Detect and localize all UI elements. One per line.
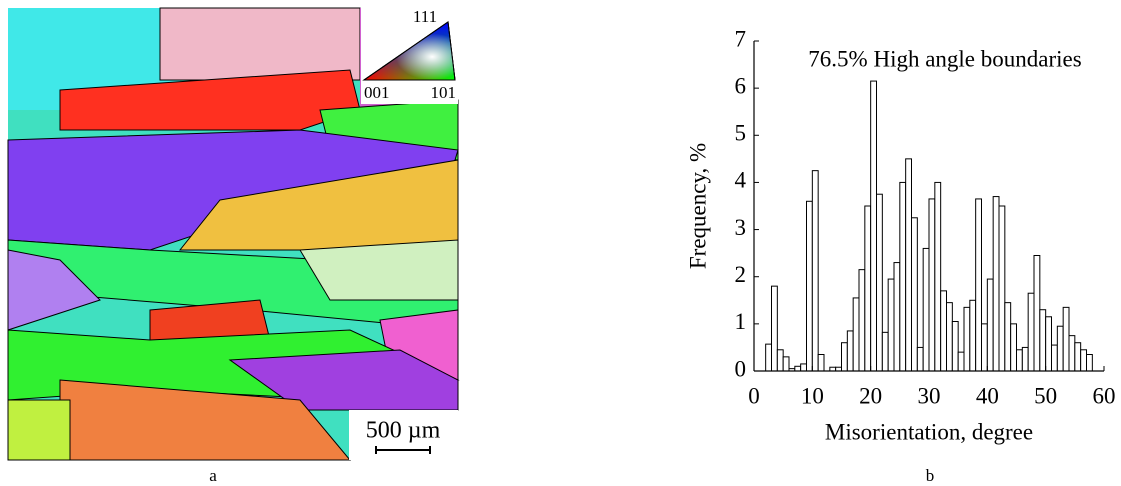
bar [870, 80, 878, 372]
y-tick-label: 4 [735, 168, 747, 193]
bar [946, 302, 953, 372]
y-tick-label: 3 [735, 215, 747, 240]
annotation: 76.5% High angle boundaries [808, 46, 1081, 71]
x-tick-label: 50 [1034, 383, 1057, 408]
y-axis-label: Frequency, % [685, 143, 710, 269]
bar [800, 363, 808, 372]
scale-bar-label: 500 µm [366, 418, 441, 444]
bar [794, 365, 802, 372]
bar [893, 262, 901, 372]
y-tick-label: 0 [735, 356, 747, 381]
x-axis-label: Misorientation, degree [825, 419, 1033, 444]
x-tick-label: 0 [748, 383, 760, 408]
bar [1074, 342, 1082, 372]
bar [992, 196, 1000, 372]
bar [1010, 323, 1018, 372]
bar [969, 299, 977, 372]
caption: b [926, 466, 935, 485]
bar [1021, 346, 1029, 372]
bar [963, 306, 971, 372]
x-tick-label: 10 [801, 383, 824, 408]
bar [928, 198, 936, 372]
bar [841, 342, 848, 372]
bar [916, 346, 924, 372]
key-label: 001 [364, 83, 390, 102]
bar [1033, 255, 1041, 372]
bar [975, 198, 983, 372]
bar [911, 217, 918, 372]
key-label: 101 [431, 83, 457, 102]
bar [846, 330, 854, 372]
bar [951, 321, 959, 372]
bar [1016, 349, 1023, 372]
key-label: 111 [413, 7, 437, 26]
x-tick-label: 60 [1093, 383, 1116, 408]
y-tick-label: 7 [735, 26, 747, 51]
x-tick-label: 30 [918, 383, 941, 408]
bar [1004, 302, 1012, 372]
bar [940, 290, 948, 372]
scale-bar [375, 446, 431, 454]
x-tick-label: 20 [859, 383, 882, 408]
bar [1080, 349, 1087, 372]
bar [998, 205, 1006, 372]
bar [986, 278, 994, 372]
bar [957, 351, 965, 372]
bar [1051, 344, 1058, 372]
bar [864, 205, 872, 372]
bar [1039, 309, 1047, 372]
bar [899, 181, 907, 372]
bar [934, 181, 942, 372]
bar [811, 170, 819, 372]
bar [776, 349, 784, 372]
bar [887, 278, 895, 372]
bar [1062, 306, 1070, 372]
bar [806, 200, 813, 372]
x-tick-label: 40 [976, 383, 999, 408]
bar [817, 354, 825, 372]
bar [782, 356, 790, 372]
y-tick-label: 2 [735, 262, 747, 287]
caption: a [209, 466, 217, 485]
y-tick-label: 5 [735, 121, 747, 146]
bar [858, 269, 866, 372]
bar [905, 158, 913, 372]
bar [1056, 325, 1064, 372]
bar [1068, 335, 1076, 372]
bar [881, 331, 889, 372]
bar [771, 285, 778, 372]
bar [922, 247, 930, 372]
y-tick-label: 6 [735, 73, 747, 98]
bar [765, 343, 773, 372]
bar [852, 297, 860, 372]
bar [876, 193, 883, 372]
bar [1086, 354, 1093, 372]
bar [1027, 292, 1035, 372]
ebsd-map: 111 001 101 500 µm [7, 7, 460, 461]
bar [981, 323, 988, 372]
bar [1045, 316, 1052, 372]
y-tick-label: 1 [735, 309, 747, 334]
